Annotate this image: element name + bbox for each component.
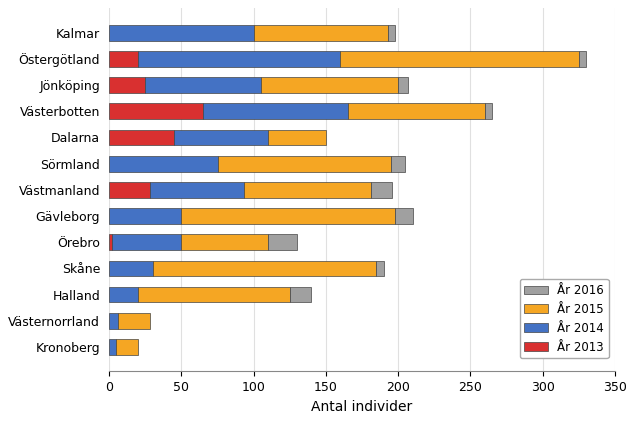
Bar <box>109 156 218 171</box>
Bar <box>109 208 182 224</box>
Bar <box>118 313 150 329</box>
Bar <box>377 261 384 276</box>
Bar <box>109 339 116 355</box>
Bar <box>182 208 395 224</box>
Bar <box>150 182 244 198</box>
Bar <box>398 77 408 93</box>
Bar <box>371 182 392 198</box>
Bar <box>388 25 395 41</box>
Bar <box>109 77 145 93</box>
Bar <box>253 25 388 41</box>
Bar <box>347 103 485 119</box>
Bar <box>109 130 174 145</box>
Bar <box>244 182 371 198</box>
Bar <box>391 156 405 171</box>
Bar <box>109 287 138 303</box>
Bar <box>203 103 347 119</box>
Bar <box>109 25 253 41</box>
Bar <box>578 51 586 67</box>
Bar <box>340 51 578 67</box>
Bar <box>109 313 118 329</box>
Bar <box>109 51 138 67</box>
Bar <box>268 234 297 250</box>
Bar <box>218 156 391 171</box>
Bar <box>109 261 152 276</box>
Bar <box>109 234 112 250</box>
Bar <box>116 339 138 355</box>
Bar <box>109 103 203 119</box>
Bar <box>395 208 413 224</box>
Legend: År 2016, År 2015, År 2014, År 2013: År 2016, År 2015, År 2014, År 2013 <box>519 279 609 358</box>
Bar <box>112 234 182 250</box>
X-axis label: Antal individer: Antal individer <box>311 400 413 414</box>
Bar <box>182 234 268 250</box>
Bar <box>268 130 326 145</box>
Bar <box>485 103 492 119</box>
Bar <box>109 182 150 198</box>
Bar <box>145 77 261 93</box>
Bar <box>261 77 398 93</box>
Bar <box>138 51 340 67</box>
Bar <box>290 287 311 303</box>
Bar <box>152 261 377 276</box>
Bar <box>174 130 268 145</box>
Bar <box>138 287 290 303</box>
